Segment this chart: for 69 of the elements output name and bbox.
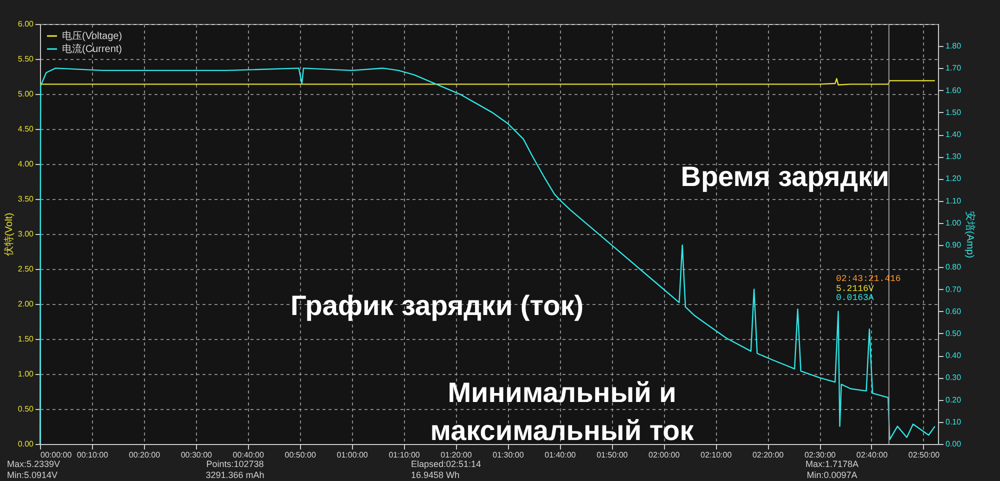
x-tick-label: 00:20:00 <box>128 450 161 460</box>
y-tick-label: 2.50 <box>18 264 34 274</box>
y2-tick-label: 0.60 <box>946 306 962 316</box>
annotation: Время зарядки <box>680 161 890 192</box>
text: 3291.366 mAh <box>206 470 264 480</box>
line-series <box>39 68 936 445</box>
x-tick-label: 01:50:00 <box>596 450 628 460</box>
x-tick-label: 00:00:00 <box>40 450 72 460</box>
annotation: 5.2116V <box>836 284 874 294</box>
x-tick-label: 00:50:00 <box>284 450 316 460</box>
x-tick-label: 00:30:00 <box>180 450 213 460</box>
x-tick-label: 02:10:00 <box>700 450 732 460</box>
x-tick-label: 01:10:00 <box>388 450 420 460</box>
text: Max:1.7178A <box>805 459 859 469</box>
y-tick-label: 3.00 <box>18 230 34 238</box>
x-tick-label: 02:20:00 <box>752 450 784 460</box>
y2-tick-label: 1.40 <box>946 130 962 140</box>
y-tick-label: 1.50 <box>18 334 34 344</box>
y2-tick-label: 0.30 <box>946 373 962 382</box>
y2-tick-label: 1.30 <box>946 152 962 162</box>
x-tick-label: 01:30:00 <box>492 450 524 460</box>
y2-tick-label: 0.80 <box>946 262 962 272</box>
legend-label: 电压(Voltage) <box>62 30 122 42</box>
y2-tick-label: 1.00 <box>946 218 962 228</box>
y-tick-label: 5.50 <box>18 54 34 64</box>
y2-tick-label: 0.40 <box>946 351 962 360</box>
line-series <box>39 78 936 86</box>
x-tick-label: 01:00:00 <box>336 450 368 460</box>
text: Points:102738 <box>206 459 264 469</box>
y2-tick-label: 0.20 <box>946 395 962 404</box>
x-tick-label: 02:50:00 <box>908 450 940 460</box>
x-tick-label: 00:10:00 <box>76 450 109 460</box>
y-tick-label: 4.50 <box>18 124 34 134</box>
annotation: 0.0163A <box>836 293 874 303</box>
y-tick-label: 0.50 <box>18 404 34 414</box>
y2-tick-label: 0.00 <box>946 440 962 448</box>
y2-axis-title: 安培(Amp) <box>964 210 976 258</box>
y2-tick-label: 1.50 <box>946 108 962 117</box>
y-tick-label: 1.00 <box>18 370 34 378</box>
y2-tick-label: 0.10 <box>946 417 962 426</box>
y2-tick-label: 1.80 <box>946 42 962 51</box>
y-tick-label: 4.00 <box>18 160 34 168</box>
x-tick-label: 01:20:00 <box>440 450 472 460</box>
legend-label: 电流(Current) <box>62 43 122 55</box>
y2-tick-label: 1.70 <box>946 64 962 73</box>
x-tick-label: 02:30:00 <box>804 450 836 460</box>
annotation: График зарядки (ток) <box>290 290 584 321</box>
y2-tick-label: 0.90 <box>946 240 962 250</box>
y2-tick-label: 0.70 <box>946 284 962 294</box>
y2-tick-label: 1.20 <box>946 174 962 184</box>
y2-tick-label: 1.60 <box>946 86 962 95</box>
x-tick-label: 01:40:00 <box>544 450 576 460</box>
text: 16.9458 Wh <box>411 470 460 480</box>
annotation: Минимальный и максимальный ток <box>430 377 695 446</box>
y-tick-label: 6.00 <box>18 20 34 28</box>
x-tick-label: 00:40:00 <box>232 450 264 460</box>
y-axis-title: 伏特(Volt) <box>2 212 15 256</box>
y-tick-label: 5.00 <box>18 90 34 98</box>
text: Min:0.0097A <box>806 470 858 480</box>
y-tick-label: 3.50 <box>18 194 34 204</box>
y2-tick-label: 1.10 <box>946 196 962 206</box>
y-tick-label: 2.00 <box>18 300 34 308</box>
y-tick-label: 0.00 <box>18 440 34 448</box>
text: Elapsed:02:51:14 <box>411 459 482 469</box>
x-tick-label: 02:00:00 <box>648 450 680 460</box>
text: Max:5.2339V <box>7 459 60 469</box>
text: Min:5.0914V <box>7 470 58 480</box>
y2-tick-label: 0.50 <box>946 328 962 338</box>
x-tick-label: 02:40:00 <box>856 450 888 460</box>
